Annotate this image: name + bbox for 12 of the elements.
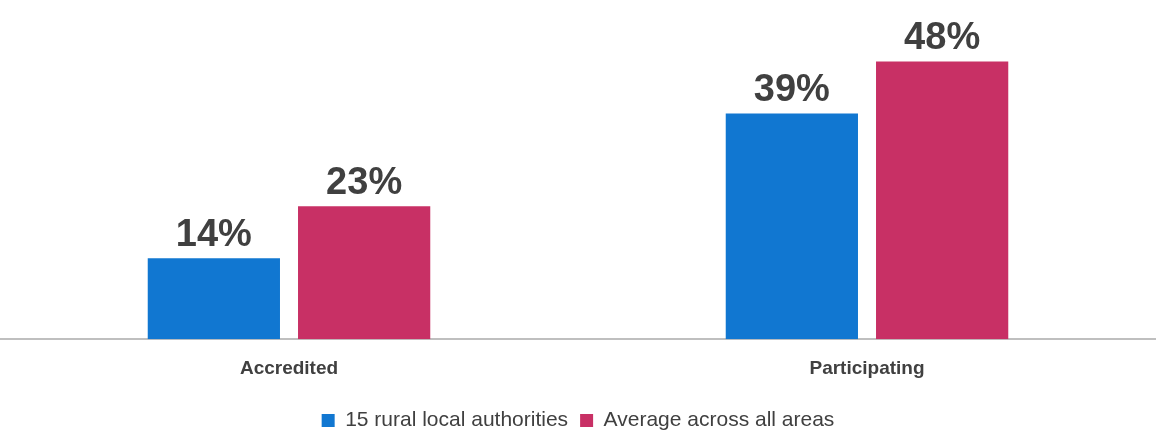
data-label: 23% — [326, 159, 403, 202]
x-tick-label: Accredited — [239, 356, 339, 378]
data-label: 14% — [175, 211, 252, 254]
data-label: 48% — [904, 15, 981, 58]
bar — [725, 113, 858, 340]
bar — [298, 206, 431, 340]
legend-label: 15 rural local authorities — [345, 407, 569, 431]
x-tick-label: Participating — [809, 356, 925, 378]
bar — [876, 61, 1009, 340]
legend-label: Average across all areas — [603, 407, 835, 431]
data-label: 39% — [753, 67, 830, 110]
bar — [147, 258, 280, 340]
